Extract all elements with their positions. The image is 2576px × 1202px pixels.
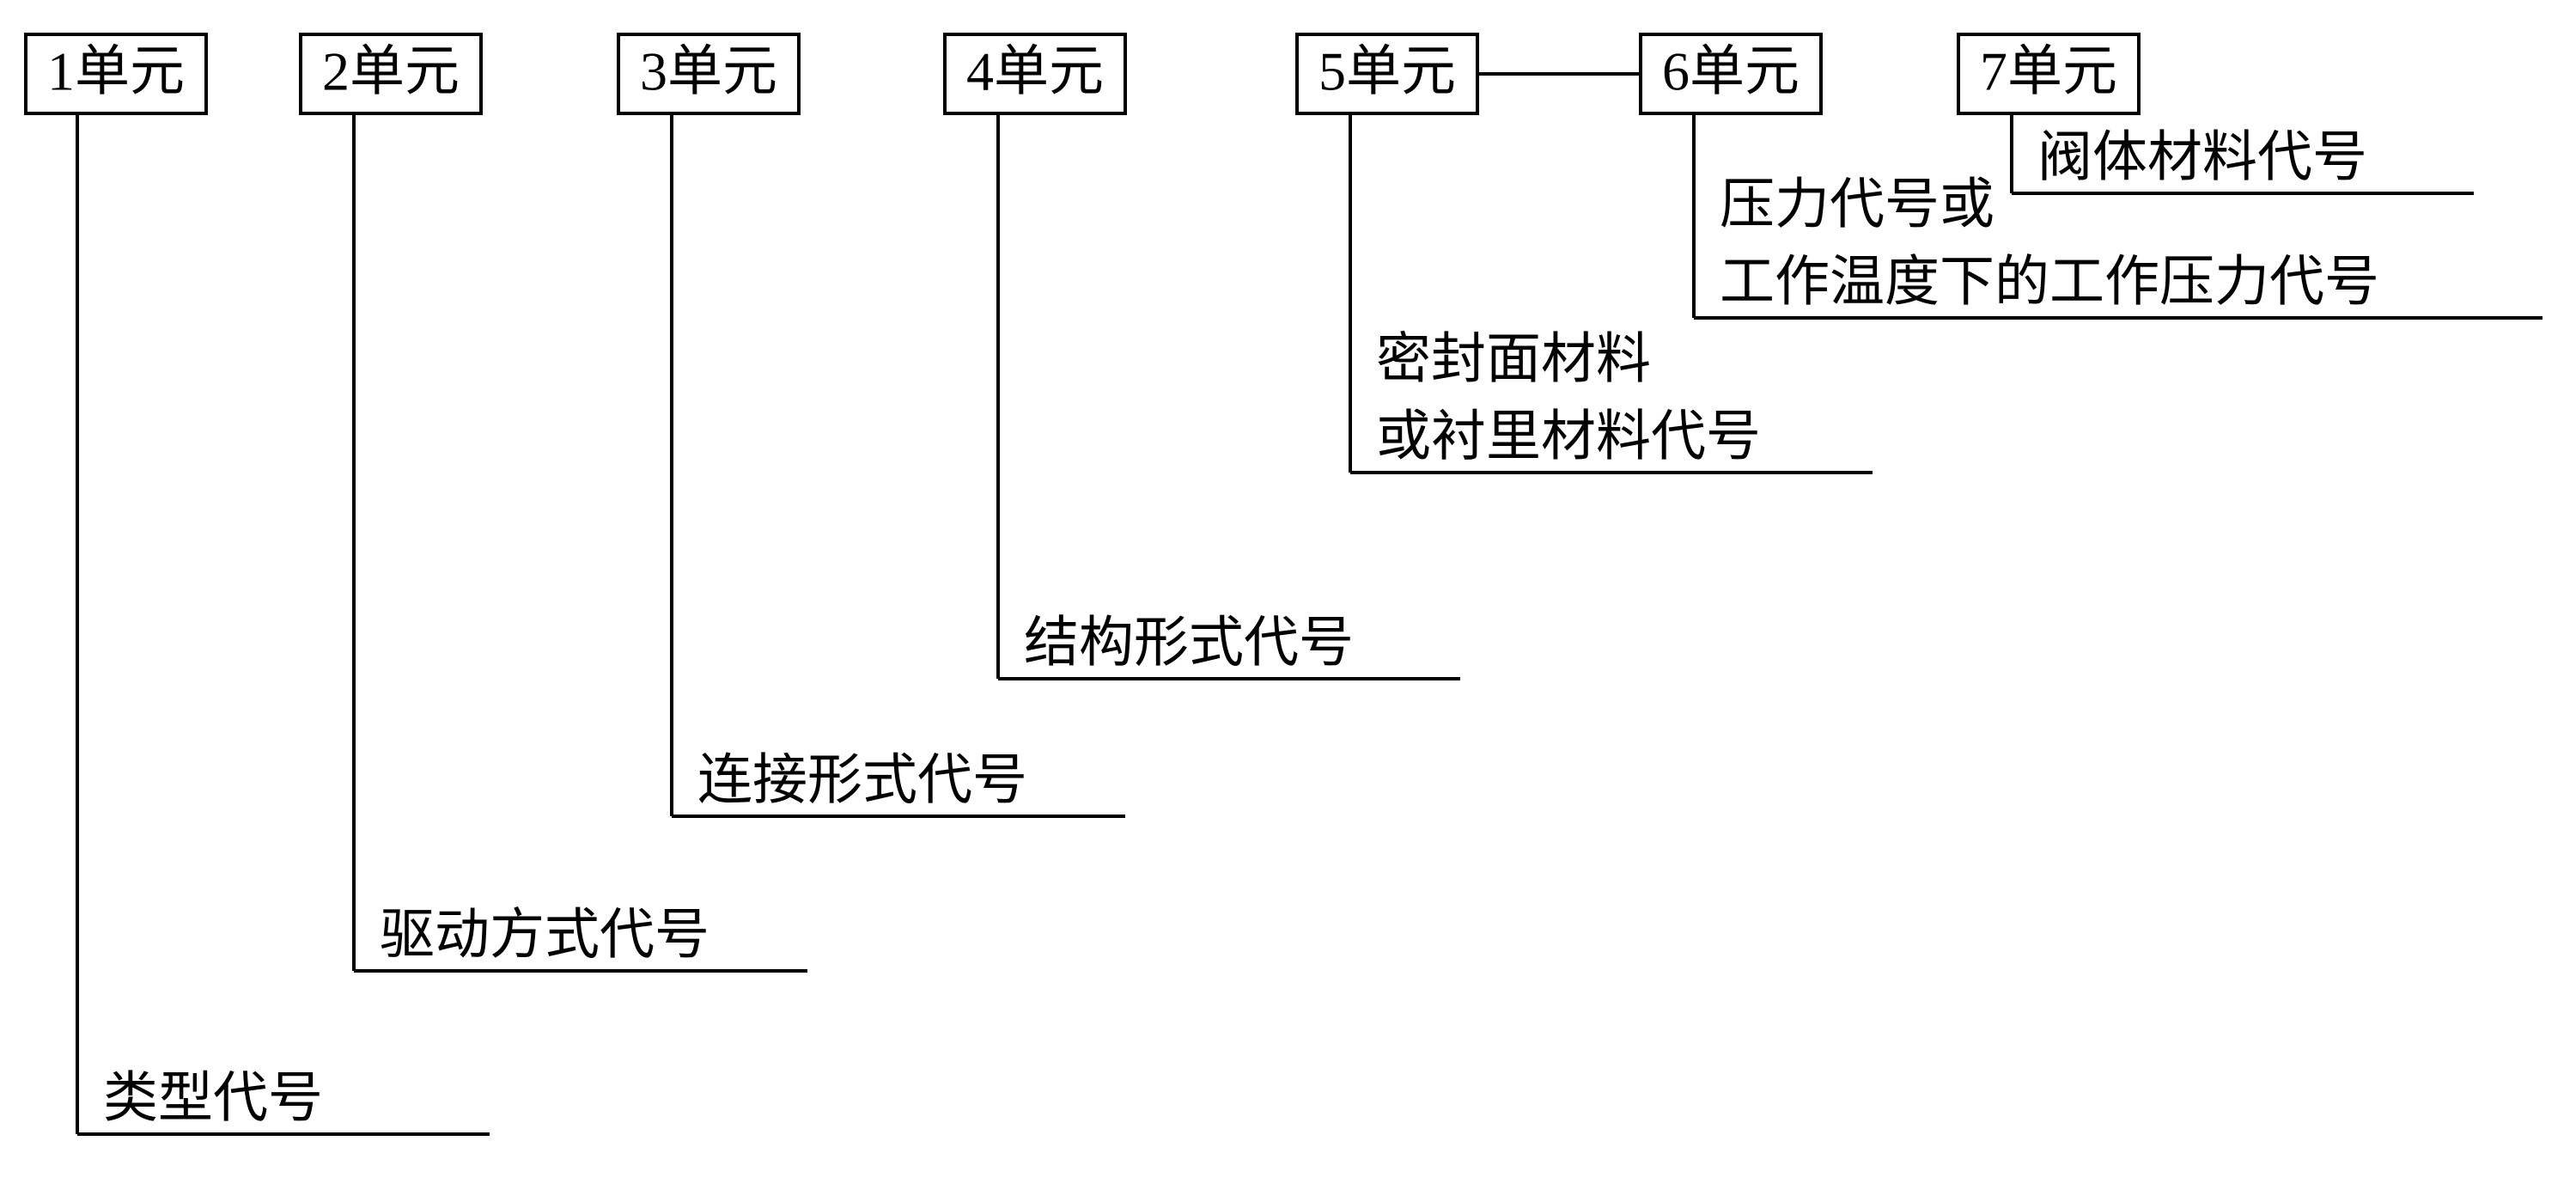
unit-4-label: 4单元 xyxy=(966,41,1104,102)
unit-2-label: 2单元 xyxy=(322,41,460,102)
unit-3-label: 3单元 xyxy=(640,41,777,102)
unit-1-label: 1单元 xyxy=(47,41,185,102)
unit-7-desc-line-1: 阀体材料代号 xyxy=(2037,127,2367,188)
unit-4-desc-line-1: 结构形式代号 xyxy=(1024,613,1354,674)
unit-5-desc-line-2: 或衬里材料代号 xyxy=(1376,406,1761,467)
unit-2-desc-line-1: 驱动方式代号 xyxy=(380,905,709,966)
unit-6-desc-line-2: 工作温度下的工作压力代号 xyxy=(1720,252,2379,313)
unit-1-desc-line-1: 类型代号 xyxy=(103,1068,323,1129)
unit-5-label: 5单元 xyxy=(1318,41,1456,102)
unit-5-desc-line-1: 密封面材料 xyxy=(1376,329,1651,390)
unit-6-desc-line-1: 压力代号或 xyxy=(1720,174,1994,235)
valve-code-diagram: 1单元类型代号 2单元驱动方式代号 3单元连接形式代号 4单元结构形式代号 5单元密封面… xyxy=(0,0,2576,1202)
unit-7-label: 7单元 xyxy=(1980,41,2117,102)
unit-3-desc-line-1: 连接形式代号 xyxy=(697,750,1027,811)
unit-6-label: 6单元 xyxy=(1662,41,1800,102)
